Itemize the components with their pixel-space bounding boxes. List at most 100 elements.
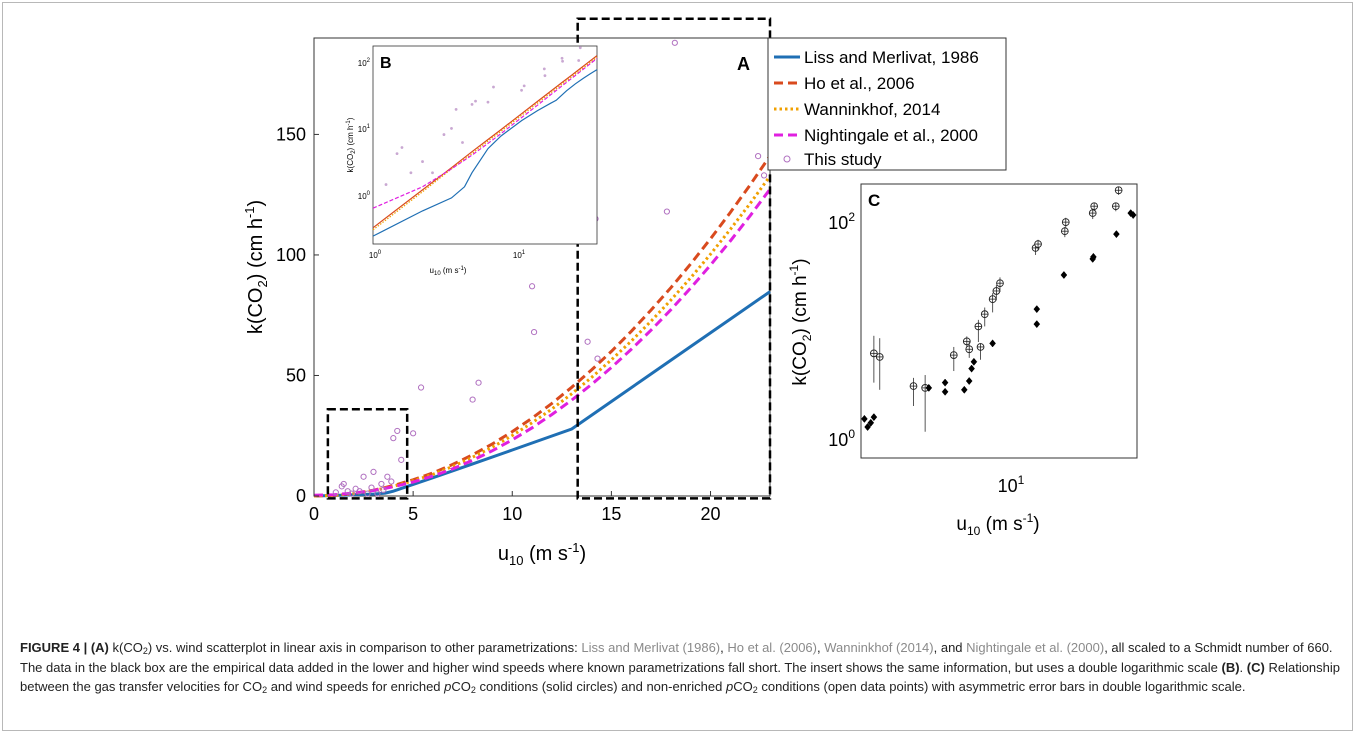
- panel-b-point-2: [400, 146, 404, 149]
- caption-text-5: Relationship between the gas transfer ve…: [20, 659, 1341, 695]
- panel-b-point-17: [543, 74, 547, 78]
- panel-a-point-24: [530, 328, 538, 336]
- panel-a-point-19: [410, 430, 417, 437]
- panel-a-point-2: [340, 480, 347, 488]
- panel-a-xtick-label-2: 10: [502, 504, 522, 524]
- panel-b-line-2: [372, 56, 598, 231]
- panel-b-point-1: [395, 152, 399, 156]
- panel-b-ylabel: k(CO2) (cm h-1): [346, 117, 357, 172]
- panel-b-label: B: [380, 55, 392, 72]
- caption-sub-2: 2: [262, 685, 268, 695]
- panel-a-point-32: [760, 172, 768, 179]
- panel-b-point-13: [492, 85, 495, 89]
- panel-c-filled-point-0: [861, 414, 868, 423]
- panel-a-line-0: [313, 290, 771, 498]
- panel-a-point-25: [584, 338, 591, 345]
- panel-b-point-5: [431, 171, 434, 175]
- legend-label-ho: Ho et al., 2006: [804, 74, 915, 93]
- figure-svg: 0 5 10 15 20 0 50 100 150 A u10 (m s-1) k(CO2) (…: [242, 17, 1138, 568]
- panel-c-filled-point-6: [941, 378, 949, 387]
- panel-b-line-3: [372, 57, 598, 209]
- panel-b-point-3: [409, 171, 413, 175]
- caption-sub-3: 2: [470, 685, 476, 695]
- panel-a-xtick-label-1: 5: [408, 504, 418, 524]
- panel-c-tick-y-2: 102: [828, 210, 855, 233]
- panel-a-point-31: [755, 153, 762, 160]
- panel-b-point-8: [454, 107, 458, 111]
- caption-text-8: conditions (solid circles) and non-enric…: [479, 679, 723, 694]
- panel-a-point-8: [364, 490, 371, 497]
- panel-b-point-18: [560, 56, 564, 60]
- panel-c-filled-point-1: [864, 423, 871, 431]
- caption-tag-a: (A): [90, 640, 109, 655]
- panel-b-point-7: [450, 127, 453, 130]
- figure-caption: FIGURE 4 | (A) k(CO2) vs. wind scatterpl…: [20, 638, 1340, 697]
- panel-a-xtick-label-4: 20: [701, 504, 721, 524]
- panel-b-line-0: [372, 69, 598, 237]
- panel-a-point-13: [380, 486, 387, 494]
- panel-a-point-14: [384, 473, 391, 480]
- caption-text-4: .: [1239, 659, 1244, 675]
- caption-text-9: CO: [733, 679, 753, 694]
- panel-a-point-16: [390, 435, 397, 442]
- panel-c-filled-point-3: [870, 413, 878, 422]
- panel-c: C 100 102 101 u10 (m s-1) k(CO2) (cm h-1…: [787, 183, 1138, 538]
- panel-c-filled-point-14: [1060, 271, 1068, 279]
- panel-c-filled-point-4: [925, 383, 933, 392]
- panel-c-filled-point-9: [968, 364, 975, 373]
- caption-sep-2: ,: [817, 640, 821, 655]
- panel-b-point-21: [578, 46, 582, 50]
- panel-b-point-11: [474, 99, 477, 103]
- panel-b-tick-y-2: 102: [358, 58, 371, 68]
- panel-b-point-9: [461, 141, 464, 144]
- panel-a-line-3: [313, 188, 772, 497]
- caption-ref-wanninkhof[interactable]: Wanninkhof (2014): [824, 640, 934, 655]
- panel-a-ytick-label-1: 50: [286, 365, 306, 385]
- panel-a-point-9: [368, 484, 375, 491]
- panel-a-ytick-label-0: 0: [296, 486, 306, 506]
- panel-c-filled-point-13: [1033, 305, 1041, 314]
- panel-c-filled-point-10: [970, 357, 978, 366]
- panel-a-point-29: [663, 208, 671, 215]
- panel-c-filled-point-12: [1033, 320, 1041, 329]
- panel-a-point-4: [348, 490, 355, 497]
- caption-ref-liss[interactable]: Liss and Merlivat (1986): [581, 640, 721, 655]
- panel-b-point-14: [520, 88, 523, 92]
- panel-b-xlabel: u10 (m s-1): [430, 266, 467, 277]
- panel-c-ylabel: k(CO2) (cm h-1): [787, 258, 814, 385]
- caption-tag-b: (B): [1221, 659, 1240, 675]
- panel-c-axes-box: [860, 183, 1138, 459]
- caption-text-6: and wind speeds for enriched: [270, 679, 441, 694]
- legend-box: [767, 37, 1007, 171]
- panel-b-point-0: [384, 183, 388, 186]
- panel-b-line-1: [372, 55, 598, 229]
- caption-italic-p-2: p: [725, 679, 734, 694]
- panel-b-point-15: [522, 84, 526, 88]
- caption-text-10: conditions (open data points) with asymm…: [761, 679, 1246, 694]
- legend-label-wann: Wanninkhof, 2014: [804, 100, 940, 119]
- legend-swatch-obs: [783, 155, 791, 163]
- caption-text-2: ) vs. wind scatterplot in linear axis in…: [147, 640, 578, 655]
- panel-c-tick-y-0: 100: [828, 427, 855, 450]
- caption-ref-nightingale[interactable]: Nightingale et al. (2000): [966, 640, 1105, 655]
- panel-a-point-11: [374, 490, 381, 497]
- panel-a-highlight-box-1: [576, 17, 772, 500]
- caption-ref-ho[interactable]: Ho et al. (2006): [727, 640, 817, 655]
- panel-b-point-19: [561, 59, 564, 63]
- caption-sep-3: , and: [933, 640, 963, 655]
- panel-a-point-10: [370, 468, 377, 475]
- legend: Liss and Merlivat, 1986 Ho et al., 2006 …: [767, 37, 1007, 171]
- caption-tag-c: (C): [1246, 659, 1265, 675]
- panel-a-point-21: [469, 396, 476, 403]
- caption-text-3: , all scaled to a Schmidt number of 660.…: [20, 640, 1333, 675]
- legend-label-liss: Liss and Merlivat, 1986: [804, 48, 979, 67]
- panel-a-point-22: [475, 379, 482, 386]
- panel-b-point-6: [442, 133, 446, 136]
- panel-a-xtick-label-3: 15: [601, 504, 621, 524]
- panel-a-point-28: [594, 355, 601, 362]
- panel-b-point-10: [470, 102, 474, 106]
- caption-text-7: CO: [451, 679, 471, 694]
- panel-a-point-17: [394, 427, 401, 435]
- panel-b-point-12: [486, 100, 490, 104]
- panel-b-tick-y-0: 100: [358, 191, 371, 201]
